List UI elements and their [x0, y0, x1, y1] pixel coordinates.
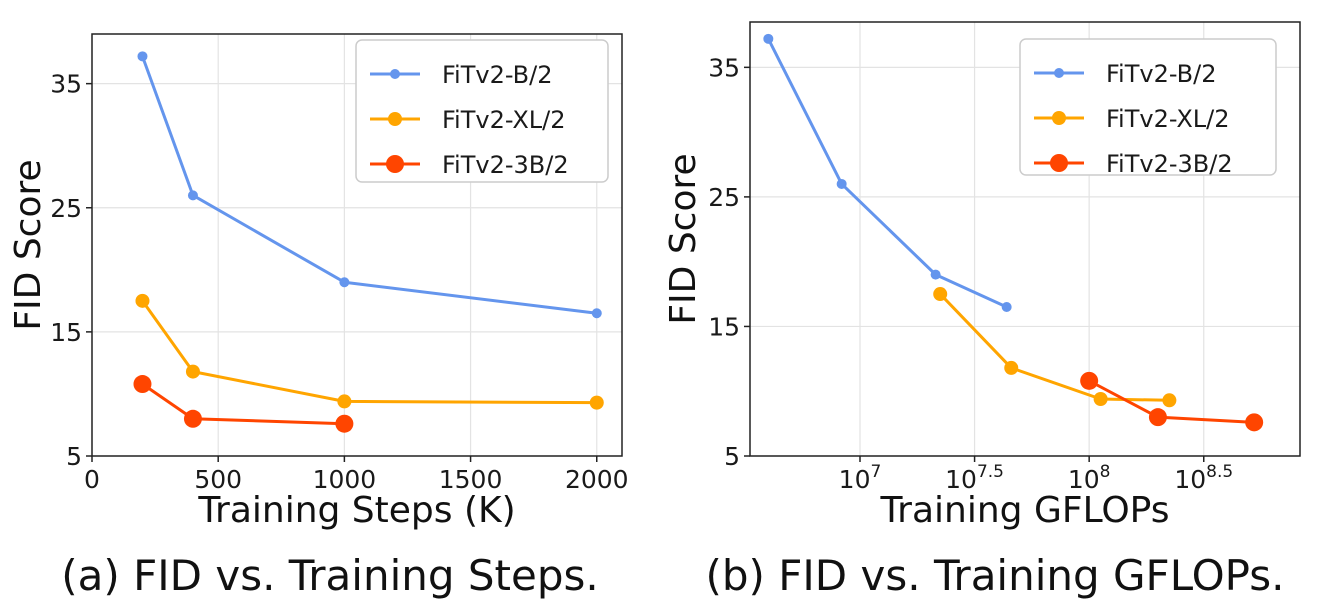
data-point — [1001, 302, 1012, 313]
data-point — [339, 277, 350, 288]
series-line-1 — [939, 293, 1170, 402]
x-tick-exponent: 8 — [1100, 462, 1111, 482]
y-tick-label: 25 — [50, 194, 82, 223]
data-point — [1004, 360, 1019, 375]
x-tick-label: 107 — [839, 462, 882, 494]
x-tick-base: 10 — [839, 465, 871, 494]
legend-label: FiTv2-XL/2 — [442, 106, 566, 134]
figure-caption: (b) FID vs. Training GFLOPs. — [705, 551, 1284, 600]
x-tick-label: 107.5 — [945, 462, 1004, 494]
y-tick-label: 15 — [708, 312, 740, 341]
x-tick-base: 10 — [1174, 465, 1206, 494]
x-tick-label: 2000 — [565, 465, 629, 494]
x-tick-base: 10 — [1068, 465, 1100, 494]
legend: FiTv2-B/2 FiTv2-XL/2 FiTv2-3B/2 — [1019, 38, 1277, 178]
legend-label: FiTv2-B/2 — [1106, 60, 1216, 88]
legend: FiTv2-B/2 FiTv2-XL/2 FiTv2-3B/2 — [355, 39, 609, 183]
series-line-2 — [141, 382, 345, 426]
legend-swatch-marker — [390, 69, 400, 79]
series-line-0 — [141, 55, 597, 315]
data-point — [1162, 393, 1177, 408]
plot-frame — [91, 33, 623, 457]
data-point — [1148, 408, 1167, 427]
chart-panel-a: 0 500 1000 1500 2000 5 15 25 35 Training Steps (K… — [8, 33, 629, 600]
x-tick-label: 1500 — [439, 465, 503, 494]
data-point — [137, 51, 148, 62]
data-point — [335, 414, 354, 433]
data-point — [1080, 371, 1099, 390]
x-tick-label: 108 — [1068, 462, 1111, 494]
legend-swatch-marker — [1054, 68, 1064, 78]
data-point — [1093, 391, 1108, 406]
x-tick-base: 10 — [945, 465, 977, 494]
x-tick-base: 500 — [194, 465, 242, 494]
data-point — [930, 269, 941, 280]
y-tick-label: 35 — [708, 53, 740, 82]
data-point — [135, 293, 150, 308]
data-point — [185, 364, 200, 379]
data-point — [187, 190, 198, 201]
data-point — [589, 395, 604, 410]
data-point — [763, 33, 774, 44]
legend-label: FiTv2-B/2 — [442, 61, 552, 89]
x-tick-label: 0 — [84, 465, 100, 494]
data-point — [591, 308, 602, 319]
x-tick-base: 1500 — [439, 465, 503, 494]
series-line-1 — [141, 299, 597, 405]
legend-label: FiTv2-3B/2 — [442, 151, 569, 179]
y-tick-label: 15 — [50, 318, 82, 347]
x-tick-label: 1000 — [313, 465, 377, 494]
x-tick-label: 500 — [194, 465, 242, 494]
y-tick-label: 5 — [724, 442, 740, 471]
data-point — [933, 287, 948, 302]
x-axis-label: Training Steps (K) — [197, 490, 515, 531]
y-tick-label: 25 — [708, 183, 740, 212]
plot-frame — [749, 21, 1301, 457]
legend-swatch-marker — [1050, 154, 1068, 172]
x-tick-base: 1000 — [313, 465, 377, 494]
x-tick-label: 108.5 — [1174, 462, 1233, 494]
legend-label: FiTv2-3B/2 — [1106, 150, 1233, 178]
y-axis-label: FID Score — [663, 153, 704, 324]
data-point — [183, 409, 202, 428]
y-tick-label: 5 — [66, 442, 82, 471]
series-line-0 — [766, 38, 1008, 309]
x-tick-exponent: 8.5 — [1206, 462, 1233, 482]
legend-swatch-marker — [388, 112, 402, 126]
legend-label: FiTv2-XL/2 — [1106, 105, 1230, 133]
x-tick-exponent: 7.5 — [977, 462, 1004, 482]
legend-swatch-marker — [1052, 111, 1066, 125]
x-tick-base: 0 — [84, 465, 100, 494]
x-tick-base: 2000 — [565, 465, 629, 494]
data-point — [1245, 413, 1264, 432]
x-tick-exponent: 7 — [870, 462, 881, 482]
data-point — [337, 394, 352, 409]
y-tick-label: 35 — [50, 70, 82, 99]
x-axis-label: Training GFLOPs — [879, 490, 1169, 531]
y-axis-label: FID Score — [8, 159, 49, 330]
legend-swatch-marker — [386, 155, 404, 173]
data-point — [133, 375, 152, 394]
figure-caption: (a) FID vs. Training Steps. — [61, 551, 598, 600]
data-point — [836, 178, 847, 189]
